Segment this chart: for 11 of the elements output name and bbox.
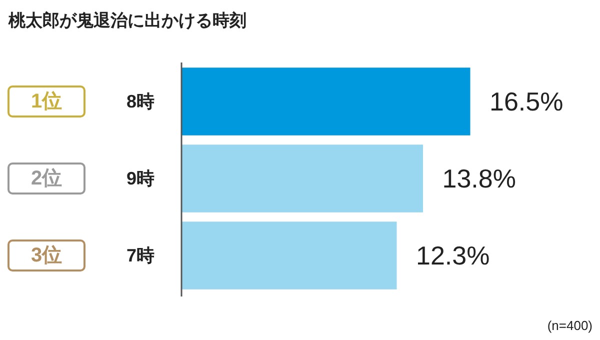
y-tick-label: 8時 (126, 92, 155, 112)
data-label: 13.8% (442, 164, 516, 194)
data-label: 12.3% (416, 240, 490, 270)
y-tick-label: 7時 (126, 246, 155, 266)
text: 2位 (30, 168, 62, 190)
y-tick-label: 9時 (126, 168, 155, 188)
chart-title: 桃太郎が鬼退治に出かける時刻 (8, 11, 246, 30)
text: 1位 (30, 90, 62, 112)
text: 3位 (30, 244, 62, 266)
data-label: 16.5% (490, 86, 564, 116)
text: (n=400) (547, 318, 592, 333)
